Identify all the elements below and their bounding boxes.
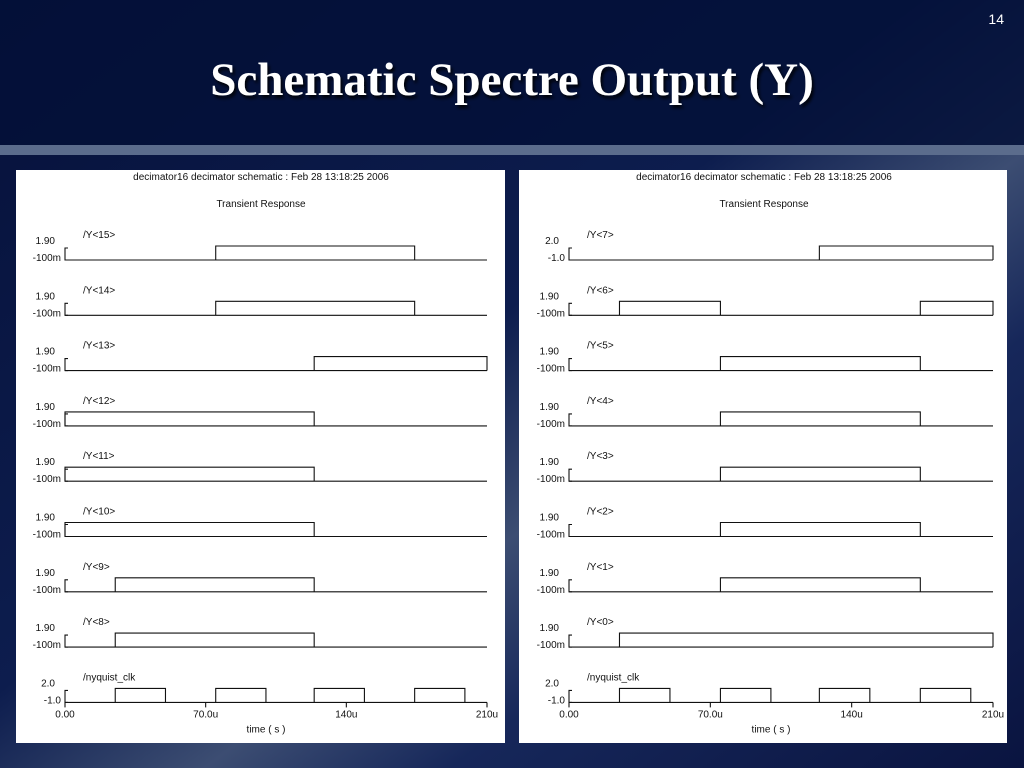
- slide-title: Schematic Spectre Output (Y): [210, 54, 814, 106]
- signal-high-pulse: [719, 356, 921, 371]
- plot-subtitle: Transient Response: [216, 199, 306, 210]
- signal-name: /Y<4>: [587, 396, 614, 407]
- signal-high-pulse: [719, 466, 921, 482]
- signal-high-pulse: [313, 356, 488, 371]
- signal-bottom-label: -100m: [537, 419, 565, 430]
- signal-name: /Y<15>: [83, 230, 115, 241]
- signal-top-label: 2.0: [41, 678, 55, 689]
- x-tick-label: 210u: [982, 709, 1004, 720]
- signal-bottom-label: -100m: [537, 530, 565, 541]
- signal-top-label: 1.90: [36, 291, 56, 302]
- signal-top-label: 1.90: [540, 291, 560, 302]
- signal-bottom-label: -100m: [537, 640, 565, 651]
- signal-bottom-label: -100m: [537, 364, 565, 375]
- signal-top-label: 1.90: [36, 623, 56, 634]
- signal-name: /Y<0>: [587, 617, 614, 628]
- divider: [0, 145, 1024, 155]
- x-axis-label: time ( s ): [752, 724, 791, 735]
- signal-bottom-label: -100m: [33, 308, 61, 319]
- x-tick-label: 140u: [335, 709, 357, 720]
- plot-subtitle: Transient Response: [719, 199, 809, 210]
- signal-high-pulse: [719, 687, 772, 703]
- signal-name: /Y<5>: [587, 341, 614, 352]
- signal-top-label: 2.0: [545, 236, 559, 247]
- signal-name: /nyquist_clk: [587, 672, 640, 683]
- x-tick-label: 70.0u: [193, 709, 218, 720]
- x-axis-label: time ( s ): [247, 724, 286, 735]
- signal-name: /Y<2>: [587, 507, 614, 518]
- signal-top-label: 1.90: [36, 402, 56, 413]
- signal-name: /Y<11>: [83, 451, 115, 462]
- signal-top-label: 1.90: [540, 623, 560, 634]
- signal-high-pulse: [64, 466, 315, 482]
- signal-bottom-label: -1.0: [44, 695, 62, 706]
- signal-bottom-label: -100m: [33, 640, 61, 651]
- signal-bottom-label: -1.0: [548, 253, 566, 264]
- signal-top-label: 1.90: [540, 347, 560, 358]
- signal-top-label: 1.90: [540, 568, 560, 579]
- signal-high-pulse: [919, 687, 972, 703]
- signal-high-pulse: [414, 687, 466, 703]
- signal-name: /Y<8>: [83, 617, 110, 628]
- signal-high-pulse: [215, 245, 416, 260]
- signal-top-label: 1.90: [36, 513, 56, 524]
- signal-name: /Y<13>: [83, 341, 115, 352]
- signal-top-label: 1.90: [540, 457, 560, 468]
- signal-bottom-label: -100m: [33, 530, 61, 541]
- signal-high-pulse: [618, 300, 721, 316]
- signal-high-pulse: [818, 687, 871, 703]
- signal-high-pulse: [64, 521, 315, 537]
- signal-top-label: 1.90: [36, 457, 56, 468]
- signal-high-pulse: [114, 577, 315, 592]
- x-tick-label: 140u: [841, 709, 863, 720]
- signal-high-pulse: [215, 300, 416, 316]
- signal-top-label: 1.90: [540, 513, 560, 524]
- signal-high-pulse: [313, 687, 365, 703]
- signal-high-pulse: [618, 687, 671, 703]
- signal-high-pulse: [719, 521, 921, 537]
- signal-name: /Y<6>: [587, 285, 614, 296]
- signal-bottom-label: -100m: [537, 474, 565, 485]
- signal-name: /Y<3>: [587, 451, 614, 462]
- signal-high-pulse: [719, 577, 921, 592]
- signal-top-label: 1.90: [36, 236, 56, 247]
- signal-name: /Y<9>: [83, 562, 110, 573]
- title-band: [0, 0, 1024, 145]
- plot-header: decimator16 decimator schematic : Feb 28…: [636, 172, 892, 183]
- signal-name: /Y<12>: [83, 396, 115, 407]
- x-tick-label: 210u: [476, 709, 498, 720]
- plot-header: decimator16 decimator schematic : Feb 28…: [133, 172, 389, 183]
- signal-high-pulse: [719, 411, 921, 426]
- signal-name: /Y<14>: [83, 285, 115, 296]
- signal-name: /Y<7>: [587, 230, 614, 241]
- slide-number: 14: [988, 11, 1004, 27]
- signal-high-pulse: [215, 687, 267, 703]
- signal-high-pulse: [818, 245, 994, 260]
- signal-name: /Y<1>: [587, 562, 614, 573]
- signal-bottom-label: -100m: [33, 474, 61, 485]
- signal-top-label: 1.90: [540, 402, 560, 413]
- signal-bottom-label: -100m: [537, 308, 565, 319]
- signal-name: /Y<10>: [83, 507, 115, 518]
- x-tick-label: 70.0u: [698, 709, 723, 720]
- signal-top-label: 2.0: [545, 678, 559, 689]
- signal-bottom-label: -100m: [33, 419, 61, 430]
- signal-top-label: 1.90: [36, 347, 56, 358]
- signal-high-pulse: [114, 687, 167, 703]
- x-tick-label: 0.00: [559, 709, 579, 720]
- signal-bottom-label: -1.0: [548, 695, 566, 706]
- signal-name: /nyquist_clk: [83, 672, 136, 683]
- signal-high-pulse: [64, 411, 315, 426]
- signal-high-pulse: [618, 632, 994, 648]
- signal-bottom-label: -100m: [33, 585, 61, 596]
- signal-bottom-label: -100m: [537, 585, 565, 596]
- signal-high-pulse: [919, 300, 994, 316]
- x-tick-label: 0.00: [55, 709, 75, 720]
- signal-high-pulse: [114, 632, 315, 648]
- signal-bottom-label: -100m: [33, 364, 61, 375]
- signal-top-label: 1.90: [36, 568, 56, 579]
- signal-bottom-label: -100m: [33, 253, 61, 264]
